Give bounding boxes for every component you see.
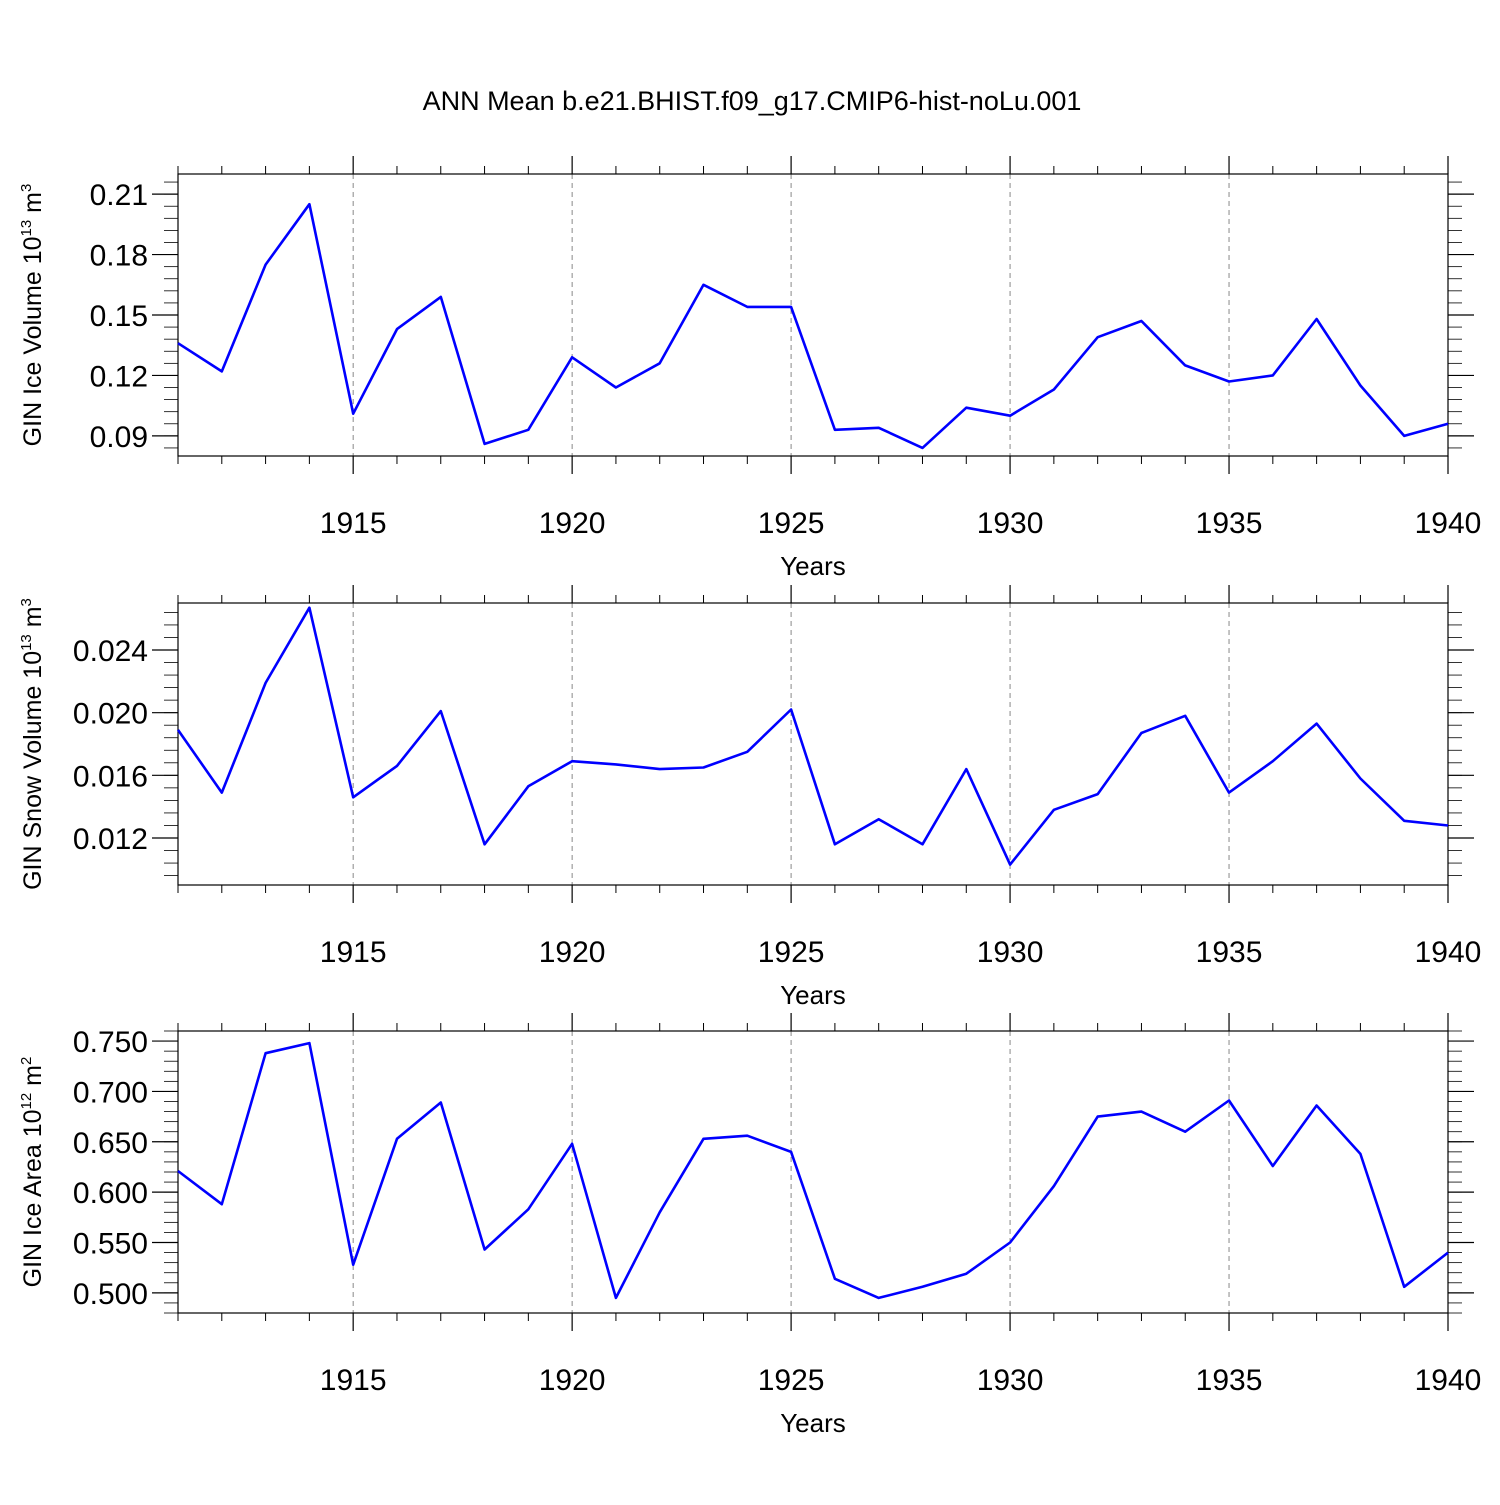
y-tick-label: 0.12 bbox=[90, 360, 148, 393]
x-axis-title: Years bbox=[780, 1408, 846, 1438]
plot-frame bbox=[177, 173, 1449, 457]
x-tick-label: 1920 bbox=[539, 936, 606, 969]
chart-title: ANN Mean b.e21.BHIST.f09_g17.CMIP6-hist-… bbox=[423, 86, 1082, 116]
x-axis-title: Years bbox=[780, 551, 846, 581]
x-tick-label: 1930 bbox=[977, 1364, 1044, 1397]
plot-frame bbox=[177, 1030, 1449, 1314]
x-tick-label: 1930 bbox=[977, 507, 1044, 540]
y-tick-label: 0.650 bbox=[73, 1127, 148, 1160]
y-tick-label: 0.700 bbox=[73, 1076, 148, 1109]
x-tick-label: 1940 bbox=[1415, 936, 1482, 969]
y-tick-label: 0.21 bbox=[90, 179, 148, 212]
y-tick-label: 0.550 bbox=[73, 1228, 148, 1261]
x-tick-label: 1925 bbox=[758, 507, 825, 540]
chart-panel-3: 0.500 0.550 0.600 0.650 0.700 0.750 1915 1920 19… bbox=[18, 1013, 1481, 1438]
x-tick-label: 1920 bbox=[539, 507, 606, 540]
data-series-line bbox=[177, 202, 1449, 450]
x-tick-label: 1925 bbox=[758, 1364, 825, 1397]
plot-frame bbox=[177, 602, 1449, 886]
x-axis-title: Years bbox=[780, 980, 846, 1010]
x-tick-label: 1940 bbox=[1415, 507, 1482, 540]
y-tick-label: 0.15 bbox=[90, 300, 148, 333]
y-tick-label: 0.016 bbox=[73, 760, 148, 793]
y-axis-title: GIN Snow Volume 1013 m3 bbox=[18, 598, 47, 890]
chart-panels: 0.09 0.12 0.15 0.18 0.21 1915 1920 1925 1930 1935… bbox=[18, 156, 1481, 1438]
y-tick-label: 0.012 bbox=[73, 823, 148, 856]
chart-panel-2: 0.012 0.016 0.020 0.024 1915 1920 1925 1930 1935… bbox=[18, 585, 1481, 1010]
x-tick-label: 1925 bbox=[758, 936, 825, 969]
y-tick-label: 0.750 bbox=[73, 1026, 148, 1059]
y-tick-label: 0.500 bbox=[73, 1278, 148, 1311]
chart-panel-1: 0.09 0.12 0.15 0.18 0.21 1915 1920 1925 1930 1935… bbox=[18, 156, 1481, 581]
y-tick-label: 0.020 bbox=[73, 698, 148, 731]
data-series-line bbox=[176, 606, 1449, 866]
y-axis-title: GIN Ice Volume 1013 m3 bbox=[18, 184, 47, 447]
x-tick-label: 1915 bbox=[320, 936, 387, 969]
x-tick-label: 1935 bbox=[1196, 1364, 1263, 1397]
y-tick-label: 0.024 bbox=[73, 635, 148, 668]
x-tick-label: 1935 bbox=[1196, 936, 1263, 969]
x-tick-label: 1915 bbox=[320, 1364, 387, 1397]
x-tick-label: 1920 bbox=[539, 1364, 606, 1397]
x-tick-label: 1935 bbox=[1196, 507, 1263, 540]
y-tick-label: 0.600 bbox=[73, 1177, 148, 1210]
x-tick-label: 1915 bbox=[320, 507, 387, 540]
y-axis-title: GIN Ice Area 1012 m2 bbox=[18, 1057, 47, 1288]
x-tick-label: 1940 bbox=[1415, 1364, 1482, 1397]
y-tick-label: 0.09 bbox=[90, 421, 148, 454]
x-tick-label: 1930 bbox=[977, 936, 1044, 969]
data-series-line bbox=[177, 1041, 1449, 1300]
y-tick-label: 0.18 bbox=[90, 240, 148, 273]
